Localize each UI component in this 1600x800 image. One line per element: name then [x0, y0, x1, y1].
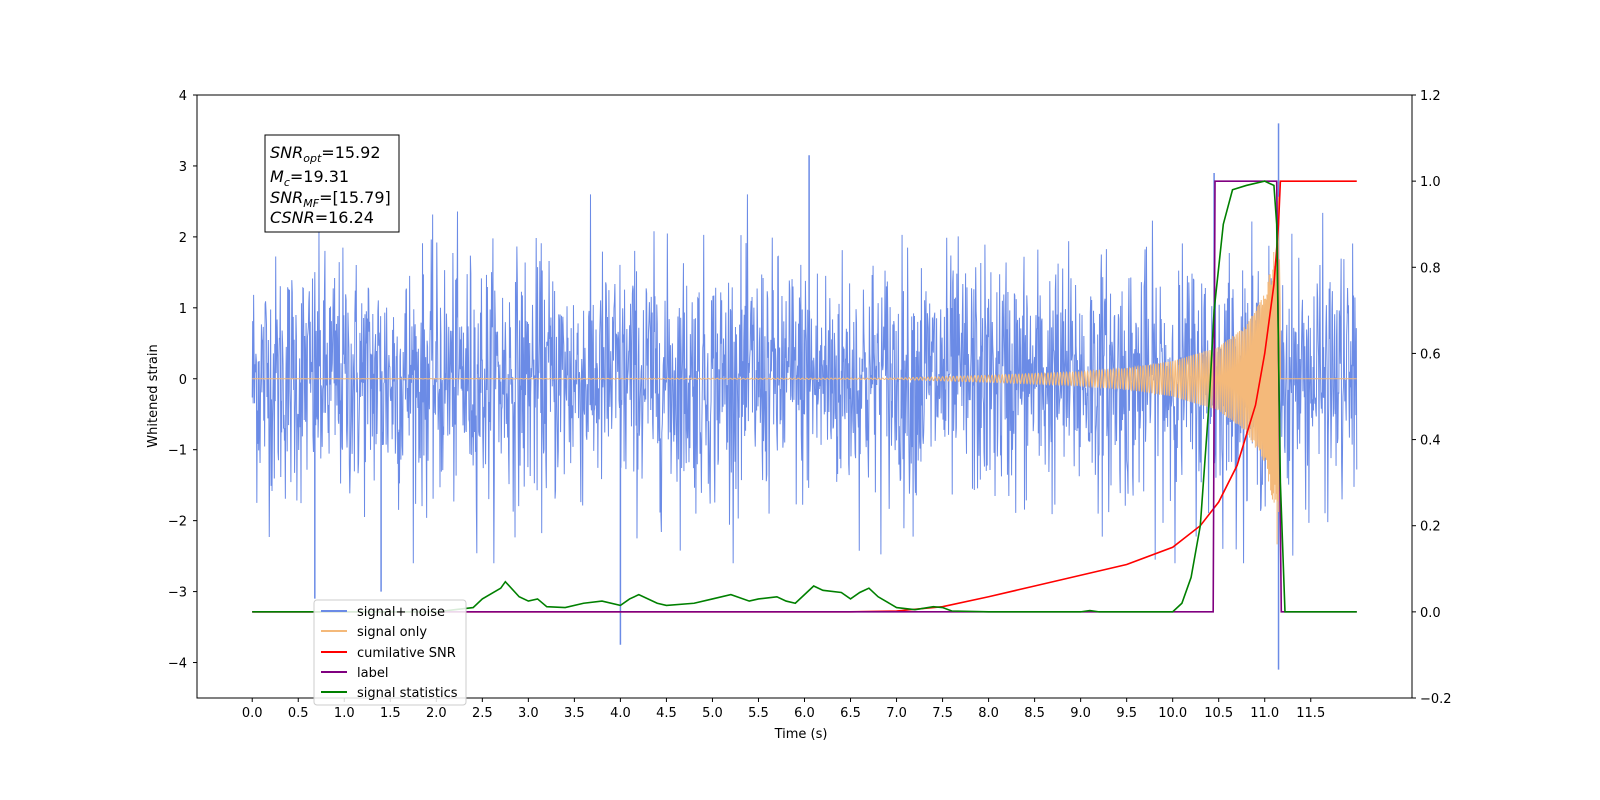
legend-item-label: label: [321, 666, 388, 681]
x-axis-label: Time (s): [774, 727, 828, 742]
legend-label-signal-noise: signal+ noise: [357, 605, 445, 620]
y-axis-label: Whitened strain: [146, 344, 161, 447]
x-tick-label: 0.5: [288, 706, 309, 721]
x-tick-label: 4.5: [656, 706, 677, 721]
x-tick-label: 7.5: [932, 706, 953, 721]
y-axis-left-ticks: 4 3 2 1 0 −1 −2 −3 −4: [168, 89, 197, 672]
legend-item-signal-statistics: signal statistics: [321, 686, 458, 701]
y-left-tick-label: −4: [168, 657, 187, 672]
y-left-tick-label: −2: [168, 515, 187, 530]
y-left-tick-label: 1: [179, 302, 187, 317]
annotation-box: SNRopt=15.92 Mc=19.31 SNRMF=[15.79] CSNR…: [264, 134, 400, 233]
x-axis-ticks: 0.0 0.5 1.0 1.5 2.0 2.5 3.0 3.5 4.0 4.5 5.0 5.5 6.0 6…: [242, 698, 1325, 721]
y-axis-right-ticks: 1.2 1.0 0.8 0.6 0.4 0.2 0.0 −0.2: [1412, 89, 1452, 707]
x-tick-label: 0.0: [242, 706, 263, 721]
x-tick-label: 2.5: [472, 706, 493, 721]
x-tick-label: 11.0: [1250, 706, 1279, 721]
annotation-snr-opt: SNRopt=15.92: [270, 143, 381, 165]
annotation-snr-mf: SNRMF=[15.79]: [270, 188, 391, 210]
x-tick-label: 4.0: [610, 706, 631, 721]
legend-item-signal-only: signal only: [321, 625, 427, 640]
series-signal-noise-line: [251, 194, 1358, 564]
x-tick-label: 2.0: [426, 706, 447, 721]
x-tick-label: 1.5: [380, 706, 401, 721]
legend-item-signal-noise: signal+ noise: [321, 605, 445, 620]
y-left-tick-label: 3: [179, 160, 187, 175]
series-signal-statistics-line: [252, 180, 1357, 613]
x-tick-label: 9.5: [1116, 706, 1137, 721]
legend-label-signal-only: signal only: [357, 625, 427, 640]
x-tick-label: 10.0: [1158, 706, 1187, 721]
y-right-tick-label: 0.2: [1420, 520, 1441, 535]
annotation-frame: [264, 134, 400, 233]
plot-data: [251, 123, 1358, 670]
x-tick-label: 6.5: [840, 706, 861, 721]
y-left-tick-label: 4: [179, 89, 187, 104]
y-left-tick-label: −3: [168, 586, 187, 601]
x-tick-label: 1.0: [334, 706, 355, 721]
x-tick-label: 10.5: [1204, 706, 1233, 721]
legend-label-cumulative-snr: cumilative SNR: [357, 646, 456, 661]
y-right-tick-label: 0.8: [1420, 261, 1441, 276]
y-left-tick-label: −1: [168, 444, 187, 459]
y-left-tick-label: 0: [179, 373, 187, 388]
x-tick-label: 8.0: [978, 706, 999, 721]
series-signal-only-line: [252, 196, 1357, 545]
legend-label-label: label: [357, 666, 388, 681]
x-tick-label: 5.0: [702, 706, 723, 721]
x-tick-label: 9.0: [1070, 706, 1091, 721]
x-tick-label: 8.5: [1024, 706, 1045, 721]
legend-item-cumulative-snr: cumilative SNR: [321, 646, 456, 661]
y-right-tick-label: −0.2: [1420, 692, 1452, 707]
x-tick-label: 5.5: [748, 706, 769, 721]
x-tick-label: 3.0: [518, 706, 539, 721]
y-right-tick-label: 0.6: [1420, 347, 1441, 362]
x-tick-label: 6.0: [794, 706, 815, 721]
annotation-csnr: CSNR=16.24: [270, 208, 374, 227]
legend-frame: [313, 599, 467, 706]
x-tick-label: 3.5: [564, 706, 585, 721]
x-tick-label: 7.0: [886, 706, 907, 721]
y-right-tick-label: 1.0: [1420, 175, 1441, 190]
legend: signal+ noise signal only cumilative SNR…: [313, 599, 467, 706]
y-right-tick-label: 0.0: [1420, 606, 1441, 621]
y-right-tick-label: 0.4: [1420, 434, 1441, 449]
y-right-tick-label: 1.2: [1420, 89, 1441, 104]
legend-label-signal-statistics: signal statistics: [357, 686, 458, 701]
y-left-tick-label: 2: [179, 231, 187, 246]
x-tick-label: 11.5: [1296, 706, 1325, 721]
annotation-mc: Mc=19.31: [270, 167, 349, 189]
